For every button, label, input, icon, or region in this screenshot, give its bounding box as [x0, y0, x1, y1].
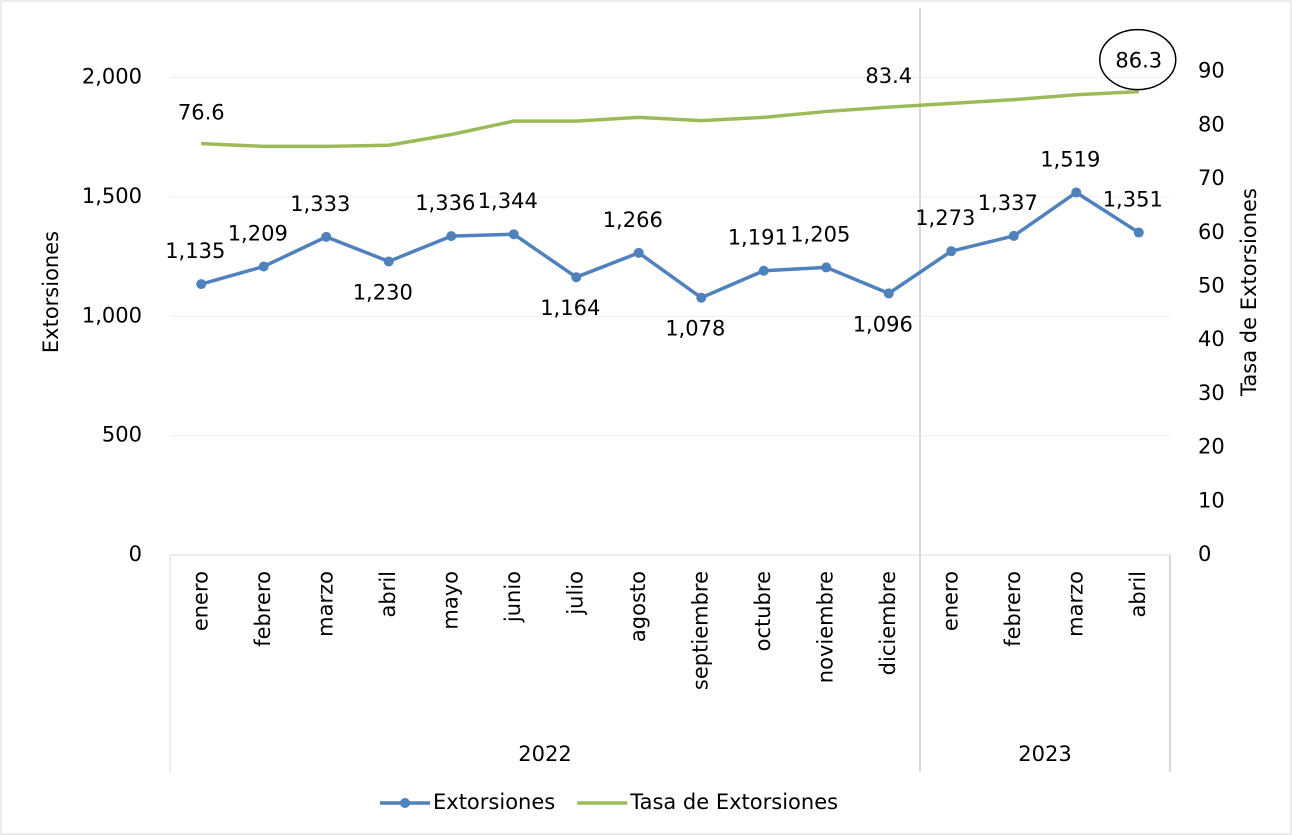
y-axis-title: Extorsiones [39, 231, 63, 353]
y2-tick-label: 20 [1198, 435, 1225, 459]
data-label: 1,337 [978, 191, 1038, 215]
x-tick-label: enero [188, 571, 212, 631]
group-label: 2023 [1018, 742, 1071, 766]
data-label: 1,096 [853, 312, 913, 336]
data-point [571, 272, 582, 283]
y2-tick-label: 10 [1198, 488, 1225, 512]
series-line [201, 89, 1139, 149]
x-tick-label: abril [1126, 571, 1150, 618]
y2-tick-label: 50 [1198, 274, 1225, 298]
data-point [821, 262, 832, 273]
data-point [696, 292, 707, 303]
y-tick-label: 2,000 [82, 65, 142, 89]
data-label: 1,191 [728, 226, 788, 250]
x-tick-label: octubre [751, 571, 775, 651]
data-point [758, 265, 769, 276]
y2-tick-label: 90 [1198, 59, 1225, 83]
data-label: 1,519 [1040, 147, 1100, 171]
data-point [446, 231, 457, 242]
x-tick-label: noviembre [813, 571, 837, 683]
y-tick-label: 500 [102, 423, 142, 447]
series-line [200, 190, 1140, 300]
y2-tick-label: 60 [1198, 220, 1225, 244]
data-point [883, 288, 894, 299]
annotation-circle [1099, 28, 1177, 91]
data-label: 1,273 [915, 206, 975, 230]
data-point [258, 261, 269, 272]
legend-marker [400, 798, 410, 808]
data-label: 1,164 [540, 296, 600, 320]
x-tick-label: marzo [313, 571, 337, 637]
legend-label: Tasa de Extorsiones [629, 790, 838, 814]
data-label: 1,336 [415, 191, 475, 215]
data-label: 1,344 [478, 189, 538, 213]
data-label: 1,351 [1103, 188, 1163, 212]
x-tick-label: abril [376, 571, 400, 618]
data-label: 86.3 [1115, 49, 1162, 73]
y-tick-label: 1,000 [82, 303, 142, 327]
data-label: 1,333 [290, 192, 350, 216]
x-tick-label: marzo [1063, 571, 1087, 637]
data-label: 1,078 [665, 317, 725, 341]
data-point [196, 279, 207, 290]
data-point [1071, 187, 1082, 198]
x-tick-label: agosto [626, 571, 650, 642]
y2-tick-label: 30 [1198, 381, 1225, 405]
data-label: 83.4 [865, 64, 912, 88]
data-point [383, 256, 394, 267]
x-tick-label: septiembre [688, 571, 712, 690]
y-tick-label: 0 [129, 542, 142, 566]
data-point [633, 247, 644, 258]
data-label: 1,266 [603, 208, 663, 232]
y2-tick-label: 70 [1198, 166, 1225, 190]
x-tick-label: junio [501, 571, 525, 623]
y2-tick-label: 40 [1198, 327, 1225, 351]
y-tick-label: 1,500 [82, 184, 142, 208]
y2-tick-label: 80 [1198, 112, 1225, 136]
x-tick-label: mayo [438, 571, 462, 630]
data-point [508, 229, 519, 240]
x-tick-label: febrero [1001, 571, 1025, 647]
data-label: 1,209 [228, 221, 288, 245]
legend-label: Extorsiones [433, 790, 555, 814]
data-label: 76.6 [178, 101, 225, 125]
x-tick-label: diciembre [876, 571, 900, 675]
data-label: 1,205 [790, 222, 850, 246]
x-tick-label: enero [938, 571, 962, 631]
x-tick-label: julio [563, 571, 587, 616]
data-point [1008, 230, 1019, 241]
group-label: 2022 [518, 742, 571, 766]
data-label: 1,135 [165, 239, 225, 263]
data-label: 1,230 [353, 280, 413, 304]
data-point [1133, 227, 1144, 238]
y2-axis-title: Tasa de Extorsiones [1237, 188, 1261, 397]
y2-tick-label: 0 [1198, 542, 1211, 566]
data-point [946, 246, 957, 257]
data-point [321, 231, 332, 242]
x-tick-label: febrero [251, 571, 275, 647]
